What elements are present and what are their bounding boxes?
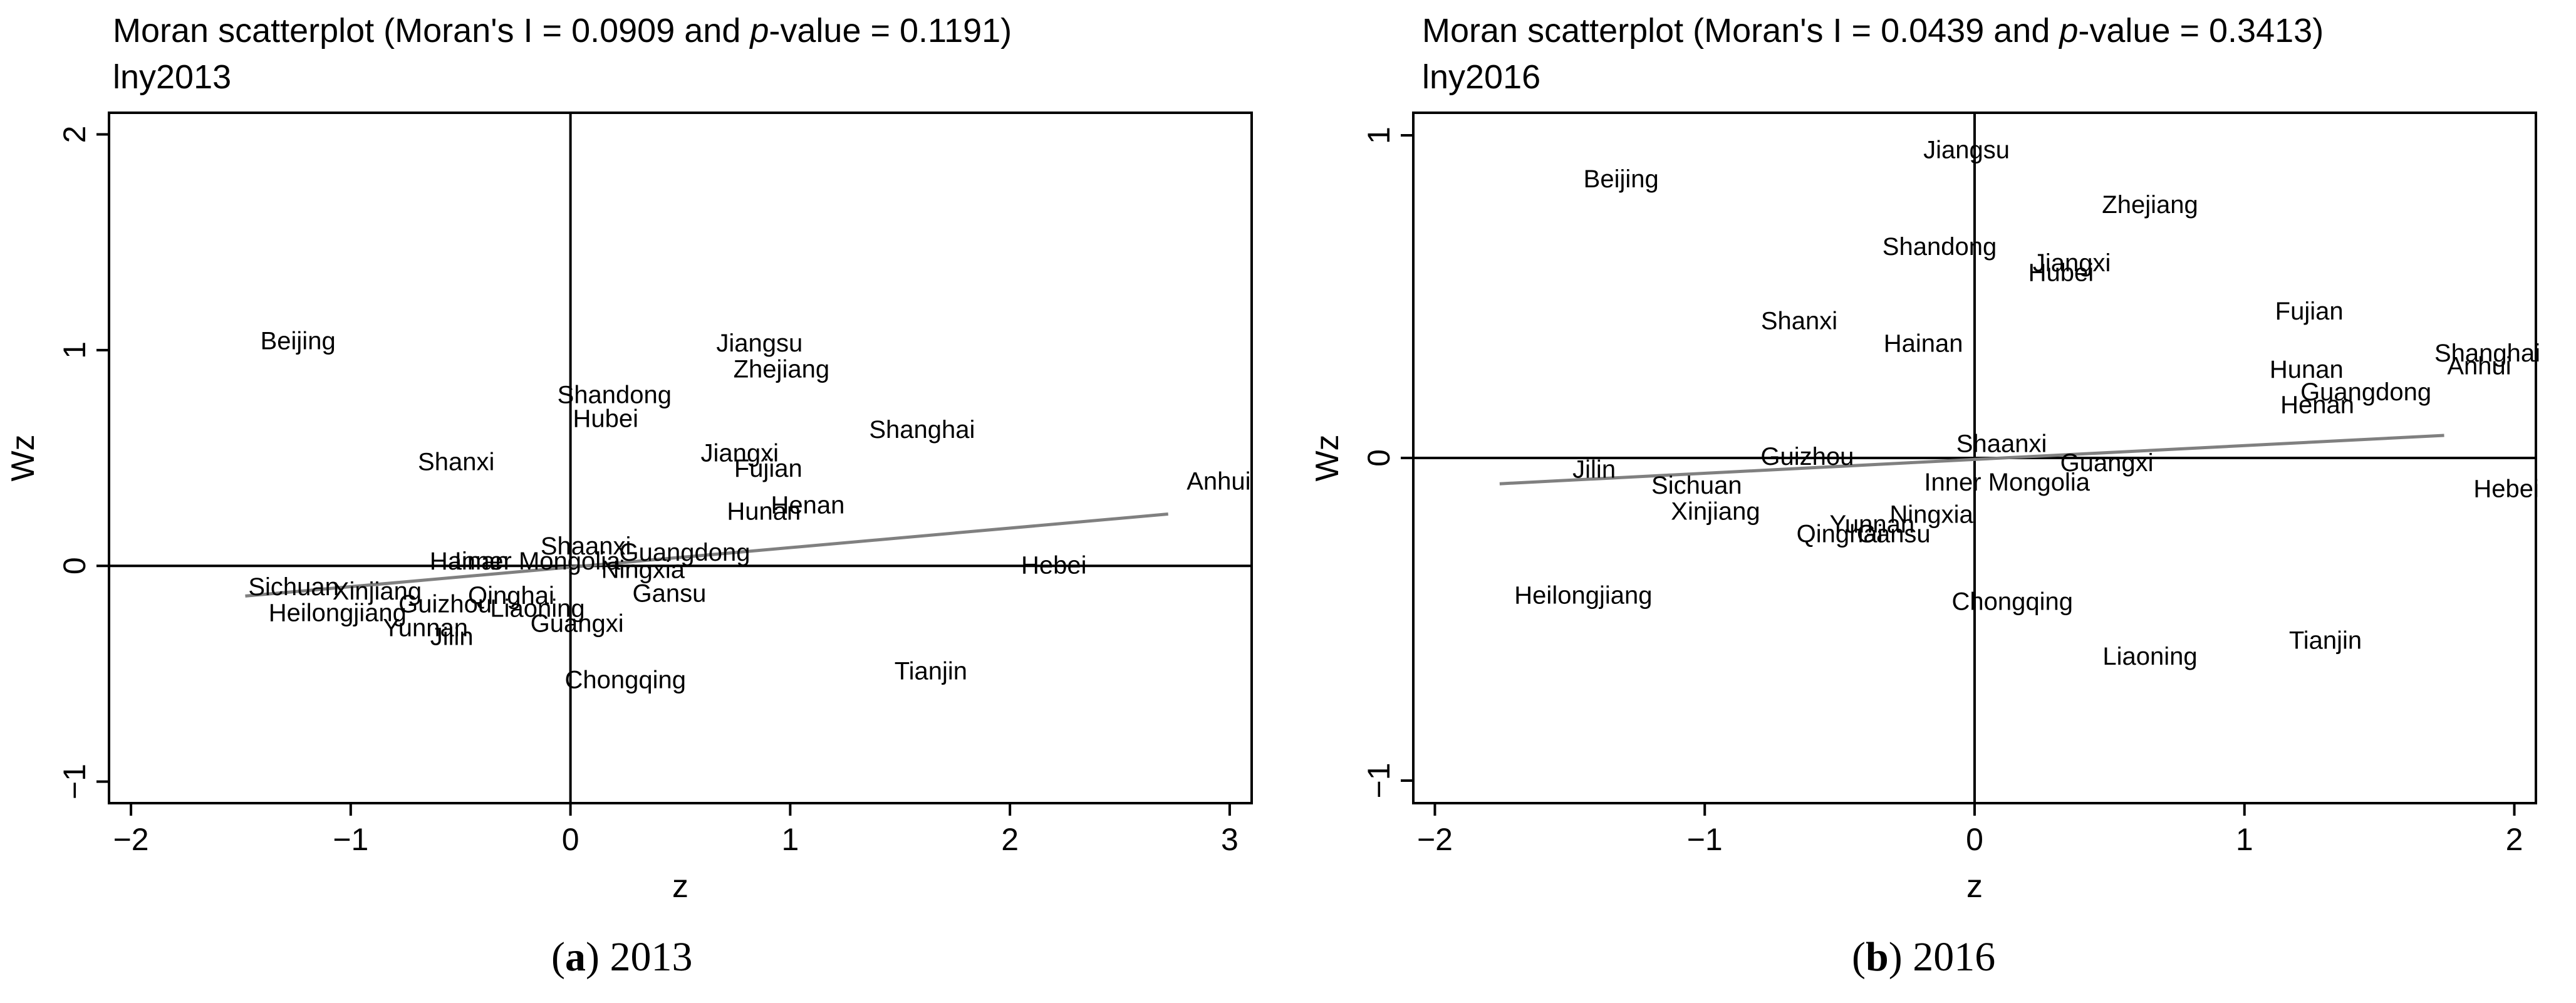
point-label: Henan [2280, 391, 2354, 418]
point-label: Beijing [1584, 165, 1659, 193]
y-axis-label: Wz [5, 434, 41, 481]
point-label: Chongqing [1952, 588, 2074, 616]
point-label: Liaoning [490, 595, 584, 623]
point-label: Qinghai [468, 582, 554, 610]
point-label: Jiangsu [1923, 137, 2010, 164]
point-label: Ningxia [1889, 501, 1973, 529]
point-label: Henan [771, 491, 845, 519]
point-label: Tianjin [2289, 626, 2362, 654]
point-label: Hainan [430, 548, 509, 575]
point-label: Jilin [1572, 455, 1616, 483]
point-label: Inner Mongolia [455, 548, 621, 575]
point-label: Shandong [558, 382, 672, 409]
point-label: Jiangxi [700, 440, 779, 467]
x-tick-label: 2 [2506, 822, 2523, 857]
y-tick-label: 0 [57, 557, 92, 574]
moran-scatterplot-2016-panel: Moran scatterplot (Moran's I = 0.0439 an… [1288, 0, 2576, 1003]
point-label: Hunan [2270, 356, 2344, 383]
point-label: Hubei [573, 405, 638, 433]
x-tick-label: 1 [2236, 822, 2253, 857]
point-label: Xinjiang [333, 578, 422, 605]
point-label: Sichuan [248, 573, 339, 601]
point-label: Gansu [1857, 520, 1931, 548]
point-label: Guangxi [2060, 449, 2154, 477]
x-tick-label: −1 [333, 822, 368, 857]
point-label: Shanghai [869, 416, 975, 444]
plot-frame [108, 112, 1253, 804]
point-label: Hainan [1884, 330, 1963, 358]
fit-line [1499, 434, 2444, 486]
chart-title: Moran scatterplot (Moran's I = 0.0909 an… [113, 12, 1012, 49]
point-label: Shaanxi [1956, 430, 2047, 457]
point-label: Gansu [633, 580, 707, 608]
y-tick-label: −1 [1361, 762, 1396, 798]
point-label: Tianjin [895, 657, 967, 685]
x-tick-label: −2 [113, 822, 149, 857]
point-label: Fujian [734, 455, 802, 482]
x-tick-label: −2 [1417, 822, 1453, 857]
point-label: Yunnan [1829, 511, 1914, 538]
point-label: Hebei [1021, 552, 1087, 579]
point-label: Jiangsu [716, 330, 802, 357]
x-axis-label: z [1966, 868, 1983, 905]
point-label: Shandong [1883, 233, 1997, 261]
point-label: Chongqing [565, 666, 687, 694]
point-label: Shanghai [2434, 340, 2540, 367]
y-axis-label: Wz [1309, 434, 1346, 481]
x-tick-label: −1 [1687, 822, 1723, 857]
fit-line [245, 512, 1168, 598]
y-tick-label: −1 [57, 764, 92, 799]
point-label: Zhejiang [2102, 191, 2198, 219]
point-label: Shanxi [418, 448, 494, 476]
point-label: Heilongjiang [269, 600, 407, 627]
point-label: Guizhou [1760, 443, 1854, 470]
point-label: Shanxi [1761, 308, 1837, 335]
y-tick-label: 0 [1361, 449, 1396, 467]
point-label: Hunan [727, 498, 801, 526]
point-label: Guangxi [531, 610, 624, 638]
point-label: Ningxia [601, 556, 685, 584]
panel-caption: (b) 2016 [1852, 934, 1996, 980]
y-tick-label: 1 [1361, 127, 1396, 144]
point-label: Fujian [2275, 298, 2344, 325]
chart-title: Moran scatterplot (Moran's I = 0.0439 an… [1422, 12, 2324, 49]
x-tick-label: 0 [1966, 822, 1983, 857]
x-tick-label: 1 [781, 822, 799, 857]
y-tick-label: 2 [57, 126, 92, 143]
x-tick-label: 2 [1001, 822, 1019, 857]
point-label: Anhui [1187, 467, 1250, 495]
panel-caption: (a) 2013 [551, 934, 693, 980]
moran-scatterplot-2013-panel: Moran scatterplot (Moran's I = 0.0909 an… [5, 12, 1253, 980]
point-label: Hubei [2028, 259, 2094, 286]
point-label: Zhejiang [734, 355, 829, 383]
point-label: Yunnan [383, 615, 468, 642]
x-tick-label: 0 [562, 822, 579, 857]
point-label: Qinghai [1797, 520, 1883, 548]
point-label: Heilongjiang [1514, 581, 1652, 609]
point-label: Hebei [2473, 475, 2539, 502]
point-label: Jiangxi [2033, 249, 2111, 277]
x-axis-label: z [672, 868, 688, 905]
chart-subtitle: lny2016 [1422, 58, 1541, 96]
point-label: Beijing [261, 328, 336, 355]
point-label: Sichuan [1651, 472, 1742, 499]
scatterplot-2013: −2 −1 0 1 2 3 −1 0 1 2 z Wz Beijing Shanxi JiangsuZhej… [5, 112, 1253, 905]
point-label: Xinjiang [1671, 497, 1760, 525]
point-label: Inner Mongolia [1924, 469, 2090, 496]
point-label: Guangdong [2300, 378, 2431, 406]
point-label: Guizhou [398, 591, 492, 618]
point-label: Liaoning [2102, 643, 2197, 670]
chart-subtitle: lny2013 [113, 58, 232, 96]
x-tick-label: 3 [1221, 822, 1239, 857]
scatterplot-2016: −2 −1 0 1 2 −1 0 1 z Wz Jiangsu Beijing Zhejiang Shan… [1309, 112, 2540, 905]
point-label: Shaanxi [541, 533, 631, 560]
y-tick-label: 1 [57, 341, 92, 359]
point-label: Guangdong [619, 539, 750, 566]
point-label: Anhui [2447, 353, 2511, 380]
point-label: Jilin [430, 623, 474, 650]
